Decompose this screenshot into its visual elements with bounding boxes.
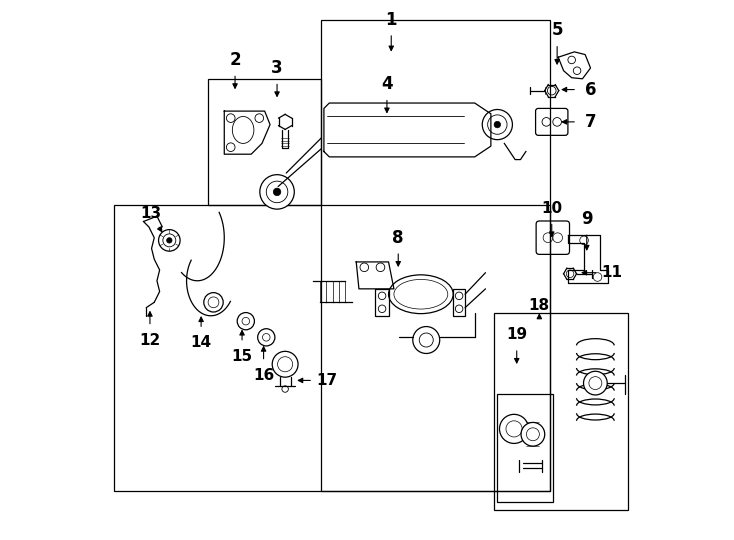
Bar bbox=[453, 289, 465, 316]
Bar bbox=[321, 19, 550, 491]
Text: 4: 4 bbox=[381, 75, 393, 93]
Text: 7: 7 bbox=[585, 113, 596, 131]
Text: 9: 9 bbox=[581, 210, 592, 228]
Bar bbox=[208, 79, 321, 205]
Circle shape bbox=[482, 110, 512, 140]
Circle shape bbox=[282, 386, 288, 392]
Text: 6: 6 bbox=[585, 80, 596, 99]
Circle shape bbox=[167, 238, 172, 243]
Text: 16: 16 bbox=[253, 368, 275, 382]
Text: 17: 17 bbox=[316, 373, 337, 388]
Circle shape bbox=[494, 122, 501, 128]
Bar bbox=[493, 313, 628, 510]
Text: 14: 14 bbox=[191, 335, 211, 350]
Bar bbox=[498, 394, 553, 502]
Circle shape bbox=[237, 313, 255, 330]
Text: 11: 11 bbox=[602, 265, 622, 280]
Circle shape bbox=[260, 174, 294, 209]
Circle shape bbox=[159, 230, 180, 251]
Circle shape bbox=[500, 414, 528, 443]
Text: 1: 1 bbox=[385, 11, 397, 29]
Text: 18: 18 bbox=[528, 298, 550, 313]
Circle shape bbox=[521, 422, 545, 446]
Text: 8: 8 bbox=[393, 228, 404, 247]
Text: 19: 19 bbox=[506, 327, 527, 342]
Circle shape bbox=[584, 372, 607, 395]
Circle shape bbox=[273, 188, 281, 195]
Text: 13: 13 bbox=[140, 206, 161, 221]
Text: 2: 2 bbox=[229, 51, 241, 69]
Text: 10: 10 bbox=[541, 200, 562, 215]
Bar bbox=[375, 289, 388, 316]
Circle shape bbox=[272, 352, 298, 377]
Circle shape bbox=[204, 293, 223, 312]
Text: 12: 12 bbox=[139, 333, 161, 348]
Text: 5: 5 bbox=[551, 21, 563, 39]
Text: 15: 15 bbox=[231, 349, 252, 363]
Circle shape bbox=[258, 329, 275, 346]
Text: 3: 3 bbox=[272, 59, 283, 77]
Circle shape bbox=[413, 327, 440, 354]
Bar bbox=[114, 205, 550, 491]
